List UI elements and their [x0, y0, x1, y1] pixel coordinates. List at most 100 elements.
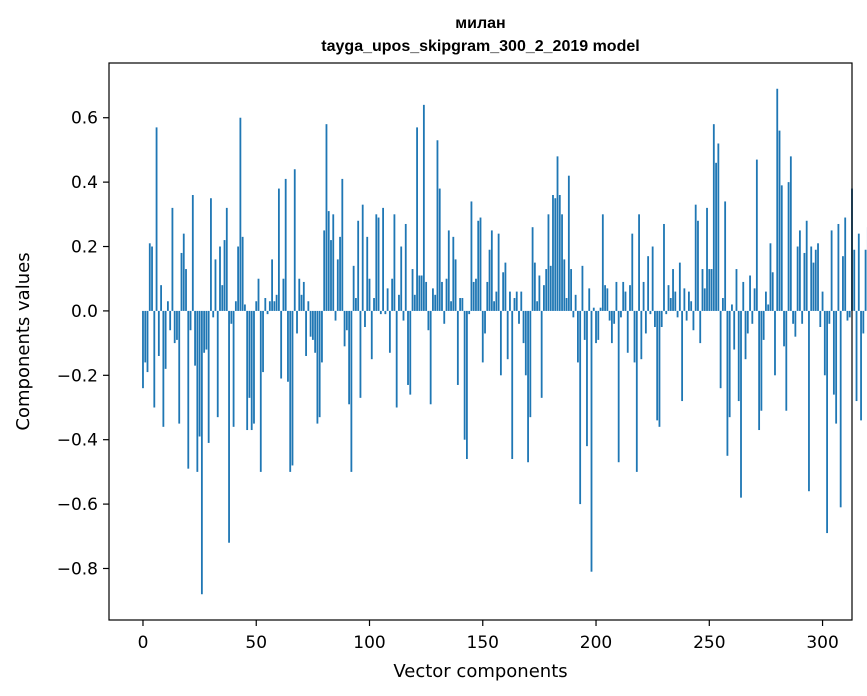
- bar: [275, 294, 278, 311]
- bar: [767, 304, 770, 311]
- bar: [783, 310, 785, 347]
- bar: [153, 310, 156, 408]
- bar: [384, 310, 387, 315]
- bar: [379, 310, 382, 315]
- bar: [388, 310, 391, 353]
- bar: [681, 310, 684, 402]
- bar: [640, 310, 643, 360]
- bar: [160, 285, 162, 311]
- bar: [667, 285, 670, 311]
- bar: [631, 233, 634, 311]
- bar: [774, 310, 776, 376]
- bar: [395, 310, 398, 408]
- bar: [207, 310, 210, 443]
- bar: [771, 272, 774, 311]
- x-axis-label: Vector components: [393, 661, 567, 682]
- bar: [626, 310, 629, 353]
- bar: [574, 294, 577, 311]
- bar: [778, 130, 781, 311]
- bar: [685, 310, 688, 321]
- bar: [597, 310, 600, 340]
- chart-title: милан: [455, 15, 505, 32]
- bar: [291, 310, 294, 466]
- bar: [309, 310, 312, 337]
- bar: [228, 310, 230, 543]
- bar: [814, 249, 817, 311]
- bar: [599, 307, 602, 311]
- bar: [688, 291, 690, 311]
- bar: [393, 214, 396, 311]
- bar: [327, 211, 330, 311]
- bar: [391, 278, 394, 311]
- bar: [413, 294, 416, 311]
- bar: [658, 310, 661, 427]
- bar: [762, 310, 765, 340]
- bar: [656, 310, 659, 421]
- bar: [823, 310, 826, 376]
- bar: [701, 269, 704, 311]
- bar: [570, 269, 573, 311]
- chart-subtitle: tayga_upos_skipgram_300_2_2019 model: [321, 38, 639, 55]
- bar: [325, 124, 328, 311]
- bar: [305, 310, 307, 356]
- bar: [712, 124, 715, 311]
- bar: [479, 217, 482, 311]
- bar: [162, 310, 165, 427]
- bar: [420, 275, 423, 311]
- bar: [216, 310, 219, 418]
- bar: [776, 88, 779, 311]
- bar: [692, 310, 695, 331]
- bar: [787, 182, 790, 311]
- bar: [266, 310, 269, 315]
- bar: [459, 298, 462, 311]
- bar: [302, 281, 305, 311]
- bar: [556, 156, 559, 311]
- bar: [801, 310, 804, 324]
- bar: [533, 262, 536, 311]
- bar: [844, 217, 847, 311]
- bar: [828, 310, 831, 324]
- bar: [826, 310, 828, 534]
- bar: [758, 310, 761, 431]
- y-tick-label: 0.4: [71, 173, 98, 193]
- bar: [475, 278, 477, 311]
- y-tick-label: −0.6: [57, 495, 98, 515]
- bar: [366, 236, 369, 311]
- bar: [361, 204, 364, 311]
- bar: [264, 298, 267, 311]
- bar: [647, 256, 650, 311]
- bar: [375, 214, 378, 311]
- bar: [246, 310, 249, 431]
- bar: [166, 301, 169, 311]
- bar: [445, 278, 448, 311]
- bar: [581, 265, 584, 311]
- bar: [144, 310, 147, 363]
- bar: [470, 201, 473, 311]
- bar: [518, 310, 520, 324]
- bar: [350, 310, 353, 472]
- bar: [690, 301, 693, 311]
- bar: [318, 310, 321, 418]
- bar: [386, 288, 389, 311]
- bar: [819, 310, 822, 328]
- bar: [402, 310, 405, 321]
- bar: [472, 281, 475, 311]
- bar: [583, 310, 586, 340]
- bar: [629, 285, 631, 311]
- bar: [660, 310, 663, 328]
- bar: [151, 246, 153, 311]
- bar: [805, 220, 808, 311]
- bar: [407, 310, 409, 385]
- bar: [540, 310, 543, 398]
- bar: [409, 310, 412, 395]
- bar: [239, 117, 242, 311]
- bar: [674, 291, 677, 311]
- bar: [273, 301, 276, 311]
- bar: [225, 207, 228, 311]
- bar: [511, 310, 514, 460]
- bar: [232, 310, 235, 427]
- bar: [230, 310, 233, 324]
- x-tick-label: 100: [353, 633, 385, 653]
- bar: [504, 262, 507, 311]
